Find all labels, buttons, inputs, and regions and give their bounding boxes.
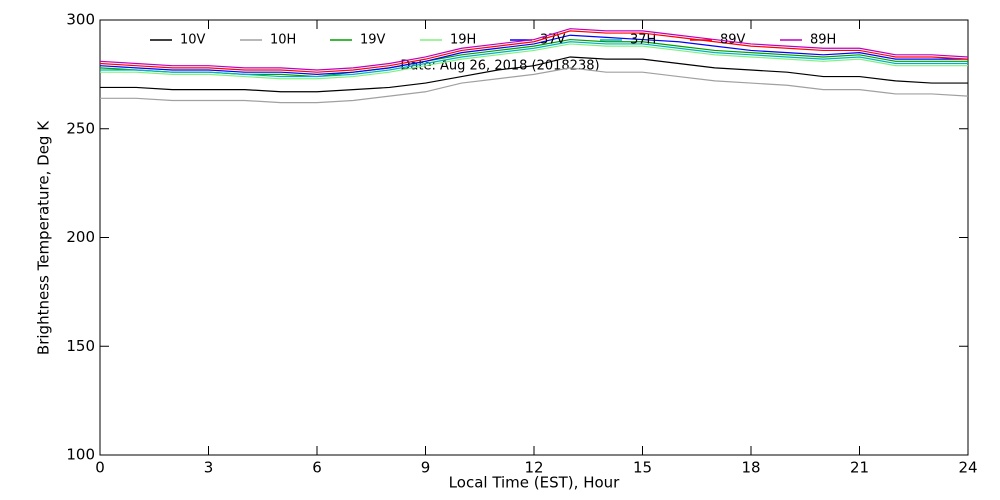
y-tick-label: 150 bbox=[66, 337, 95, 355]
y-tick-label: 100 bbox=[66, 446, 95, 464]
x-tick-label: 12 bbox=[524, 459, 543, 477]
legend-label: 19H bbox=[450, 33, 476, 48]
legend-label: 19V bbox=[360, 33, 386, 48]
x-tick-label: 9 bbox=[421, 459, 431, 477]
x-tick-label: 24 bbox=[958, 459, 977, 477]
x-tick-label: 0 bbox=[95, 459, 105, 477]
series-line bbox=[99, 30, 969, 73]
x-tick-label: 3 bbox=[204, 459, 214, 477]
legend-label: 37H bbox=[630, 33, 656, 48]
series-line bbox=[100, 67, 969, 104]
x-axis-label: Local Time (EST), Hour bbox=[449, 474, 620, 492]
series-line bbox=[99, 28, 969, 71]
y-tick-label: 250 bbox=[66, 119, 95, 137]
plot-frame bbox=[99, 19, 969, 456]
series-line bbox=[100, 43, 968, 80]
x-tick-label: 18 bbox=[741, 459, 760, 477]
x-tick-label: 15 bbox=[633, 459, 652, 477]
series-line bbox=[100, 41, 968, 78]
y-tick-label: 300 bbox=[66, 11, 95, 29]
y-axis-label: Brightness Temperature, Deg K bbox=[35, 120, 53, 355]
x-tick-label: 21 bbox=[850, 459, 869, 477]
y-tick-label: 200 bbox=[66, 228, 95, 246]
legend-label: 10V bbox=[180, 33, 206, 48]
series-line bbox=[99, 34, 968, 75]
legend-label: 89V bbox=[720, 33, 746, 48]
legend-label: 10H bbox=[270, 33, 296, 48]
series-line bbox=[100, 56, 968, 93]
legend-label: 89H bbox=[810, 33, 836, 48]
x-tick-label: 6 bbox=[312, 459, 322, 477]
